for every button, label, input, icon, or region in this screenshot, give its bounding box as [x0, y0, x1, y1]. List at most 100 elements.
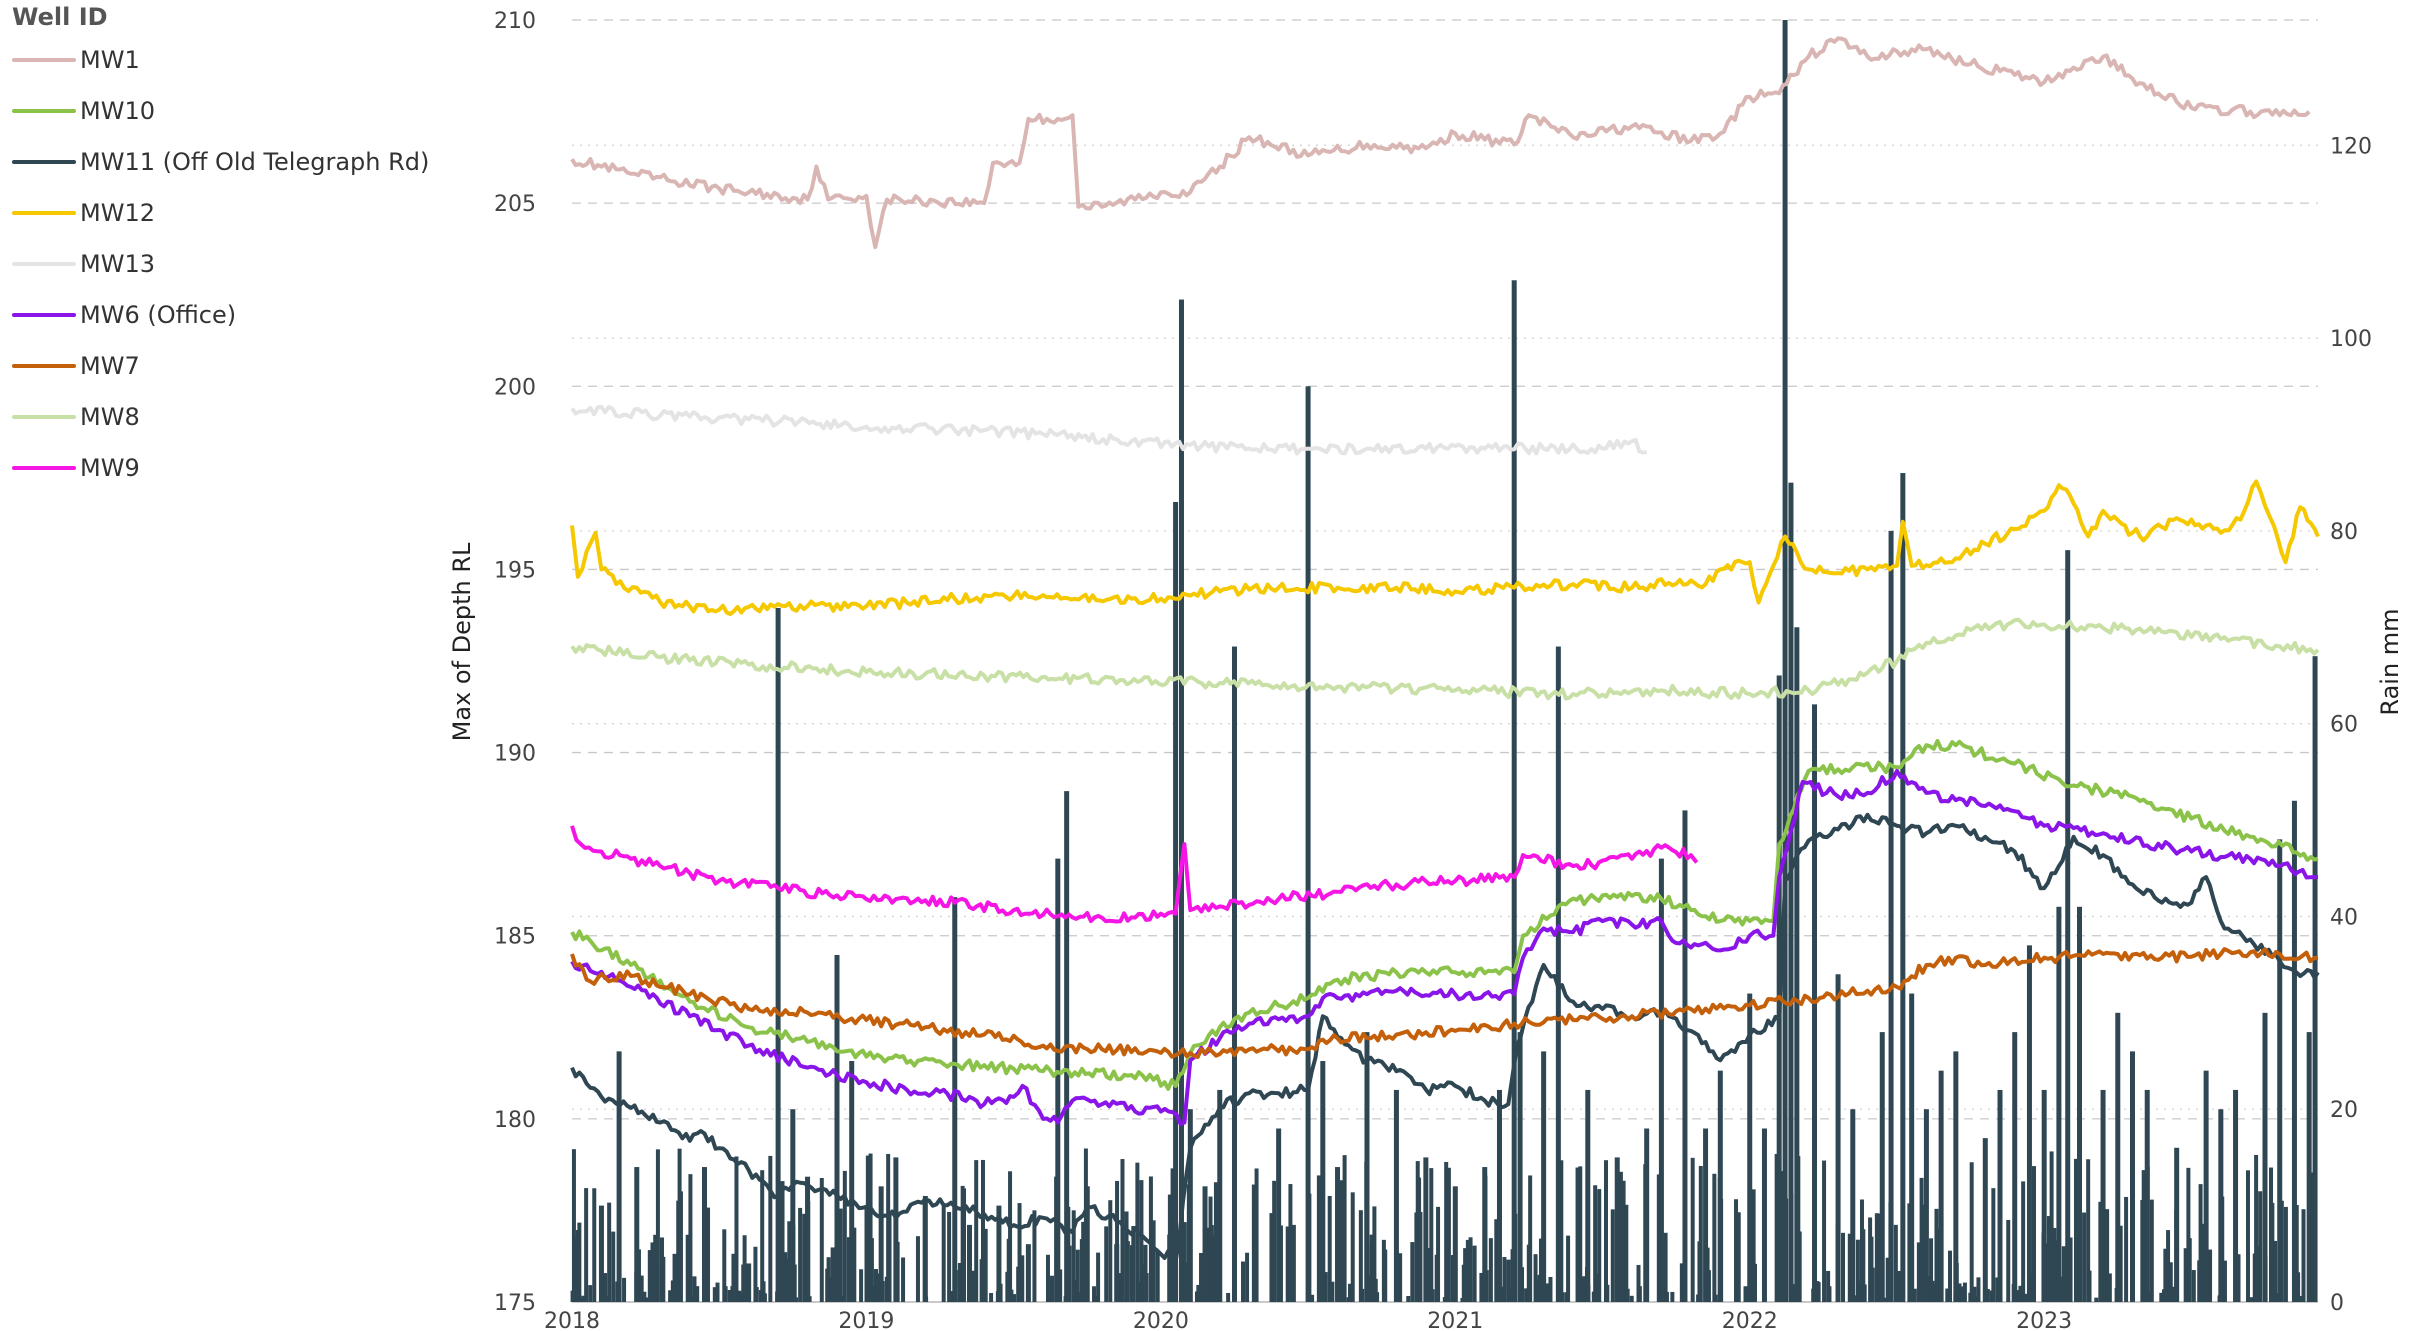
- legend-item[interactable]: MW10: [12, 85, 452, 136]
- legend-swatch: [12, 210, 76, 215]
- legend-swatch: [12, 414, 76, 419]
- legend-title: Well ID: [12, 3, 108, 31]
- rain-bar: [989, 1292, 994, 1302]
- y-tick-label: 210: [494, 9, 536, 34]
- rain-bar: [1120, 1159, 1125, 1302]
- rain-bar: [1114, 1244, 1120, 1302]
- rain-bar: [1430, 1289, 1435, 1302]
- rain-bar: [2018, 1285, 2023, 1302]
- rain-bar: [1136, 1282, 1141, 1302]
- rain-bar: [1566, 1235, 1571, 1302]
- rain-bar: [1703, 1128, 1709, 1302]
- rain-bar: [2306, 1032, 2312, 1302]
- rain-bar: [1436, 1206, 1441, 1302]
- rain-bar: [1093, 1296, 1098, 1302]
- rain-bar: [1948, 1250, 1953, 1302]
- rain-bar: [1202, 1186, 1208, 1302]
- rain-bar: [1960, 1286, 1965, 1302]
- rain-bar: [768, 1155, 773, 1302]
- series-line: [570, 36, 2311, 250]
- rain-bar: [2198, 1184, 2203, 1302]
- rain-bar: [2124, 1196, 2129, 1302]
- rain-bar: [1339, 1180, 1344, 1302]
- rain-bar: [1288, 1184, 1293, 1302]
- rain-bar: [1479, 1272, 1484, 1302]
- series-line: [570, 768, 2318, 1126]
- legend-item[interactable]: MW11 (Off Old Telegraph Rd): [12, 136, 452, 187]
- rain-bar: [1350, 1192, 1355, 1302]
- rain-bar: [753, 1246, 758, 1302]
- rain-bar: [1342, 1155, 1347, 1302]
- rain-bar: [2163, 1248, 2168, 1302]
- rain-bar: [957, 1262, 962, 1302]
- rain-bar: [2245, 1170, 2250, 1302]
- rain-bar: [949, 1291, 954, 1302]
- rain-bar: [1009, 1289, 1014, 1302]
- x-tick-label: 2021: [1427, 1309, 1483, 1331]
- rain-bar: [1578, 1166, 1583, 1302]
- rain-bar: [1857, 1281, 1862, 1302]
- rain-bar: [678, 1191, 683, 1302]
- rain-bar: [878, 1186, 884, 1302]
- rain-bar: [1597, 1189, 1602, 1302]
- rain-bar: [1624, 1204, 1629, 1302]
- rain-bar: [775, 607, 781, 1302]
- rain-bar: [1582, 1276, 1587, 1302]
- rain-bar: [1862, 1284, 1867, 1302]
- rain-bar: [588, 1285, 593, 1302]
- rain-bar: [2208, 1249, 2213, 1302]
- rain-bar: [723, 1286, 728, 1302]
- rain-bar: [607, 1202, 612, 1302]
- rain-bar: [2168, 1262, 2173, 1302]
- rain-bar: [746, 1263, 752, 1302]
- rain-bar: [983, 1228, 988, 1302]
- rain-bar: [1658, 858, 1664, 1302]
- rain-bar: [1272, 1180, 1277, 1302]
- rain-bar: [2115, 1012, 2121, 1302]
- x-tick-label: 2022: [1722, 1309, 1778, 1331]
- rain-bar: [1117, 1273, 1122, 1302]
- rain-bar: [1682, 810, 1688, 1302]
- rain-bar: [1822, 1160, 1827, 1302]
- rain-bar: [1506, 1259, 1511, 1302]
- rain-bar: [1618, 1171, 1623, 1302]
- rain-bar: [1375, 1292, 1380, 1302]
- rain-bar: [1025, 1244, 1031, 1302]
- x-tick-label: 2020: [1133, 1309, 1189, 1331]
- legend-item[interactable]: MW12: [12, 187, 452, 238]
- y-tick-label: 175: [494, 1291, 536, 1316]
- legend-item[interactable]: MW7: [12, 340, 452, 391]
- legend-item[interactable]: MW9: [12, 442, 452, 493]
- rain-bar: [980, 1159, 985, 1302]
- rain-bar: [1559, 1160, 1564, 1302]
- rain-bar: [1178, 299, 1184, 1303]
- rain-bar: [859, 1269, 864, 1302]
- rain-bar: [1896, 1270, 1901, 1302]
- rain-bar: [2183, 1248, 2188, 1302]
- rain-bar: [1418, 1212, 1423, 1302]
- rain-bar: [592, 1188, 597, 1302]
- rain-bar: [868, 1153, 873, 1302]
- rain-bar: [1533, 1254, 1538, 1302]
- rain-bar: [2277, 839, 2283, 1302]
- rain-bar: [1644, 1128, 1650, 1302]
- legend-label: MW9: [80, 453, 140, 482]
- legend-item[interactable]: MW13: [12, 238, 452, 289]
- rain-bar: [2166, 1230, 2171, 1302]
- legend-item[interactable]: MW8: [12, 391, 452, 442]
- rain-bar: [1900, 473, 1906, 1302]
- rain-bar: [2218, 1109, 2224, 1302]
- legend-item[interactable]: MW6 (Office): [12, 289, 452, 340]
- rain-bar: [1782, 20, 1788, 1302]
- rain-bar: [2012, 1032, 2018, 1302]
- rain-bar: [1410, 1242, 1415, 1302]
- rain-bar: [639, 1275, 644, 1302]
- legend-item[interactable]: MW1: [12, 34, 452, 85]
- rain-bar: [1231, 646, 1237, 1302]
- rain-bar: [2100, 1089, 2106, 1302]
- rain-bar: [611, 1231, 616, 1302]
- rain-bar: [1209, 1225, 1214, 1302]
- rain-bar: [1827, 1286, 1832, 1302]
- rain-bar: [1794, 627, 1800, 1302]
- rain-bar: [1743, 1286, 1748, 1302]
